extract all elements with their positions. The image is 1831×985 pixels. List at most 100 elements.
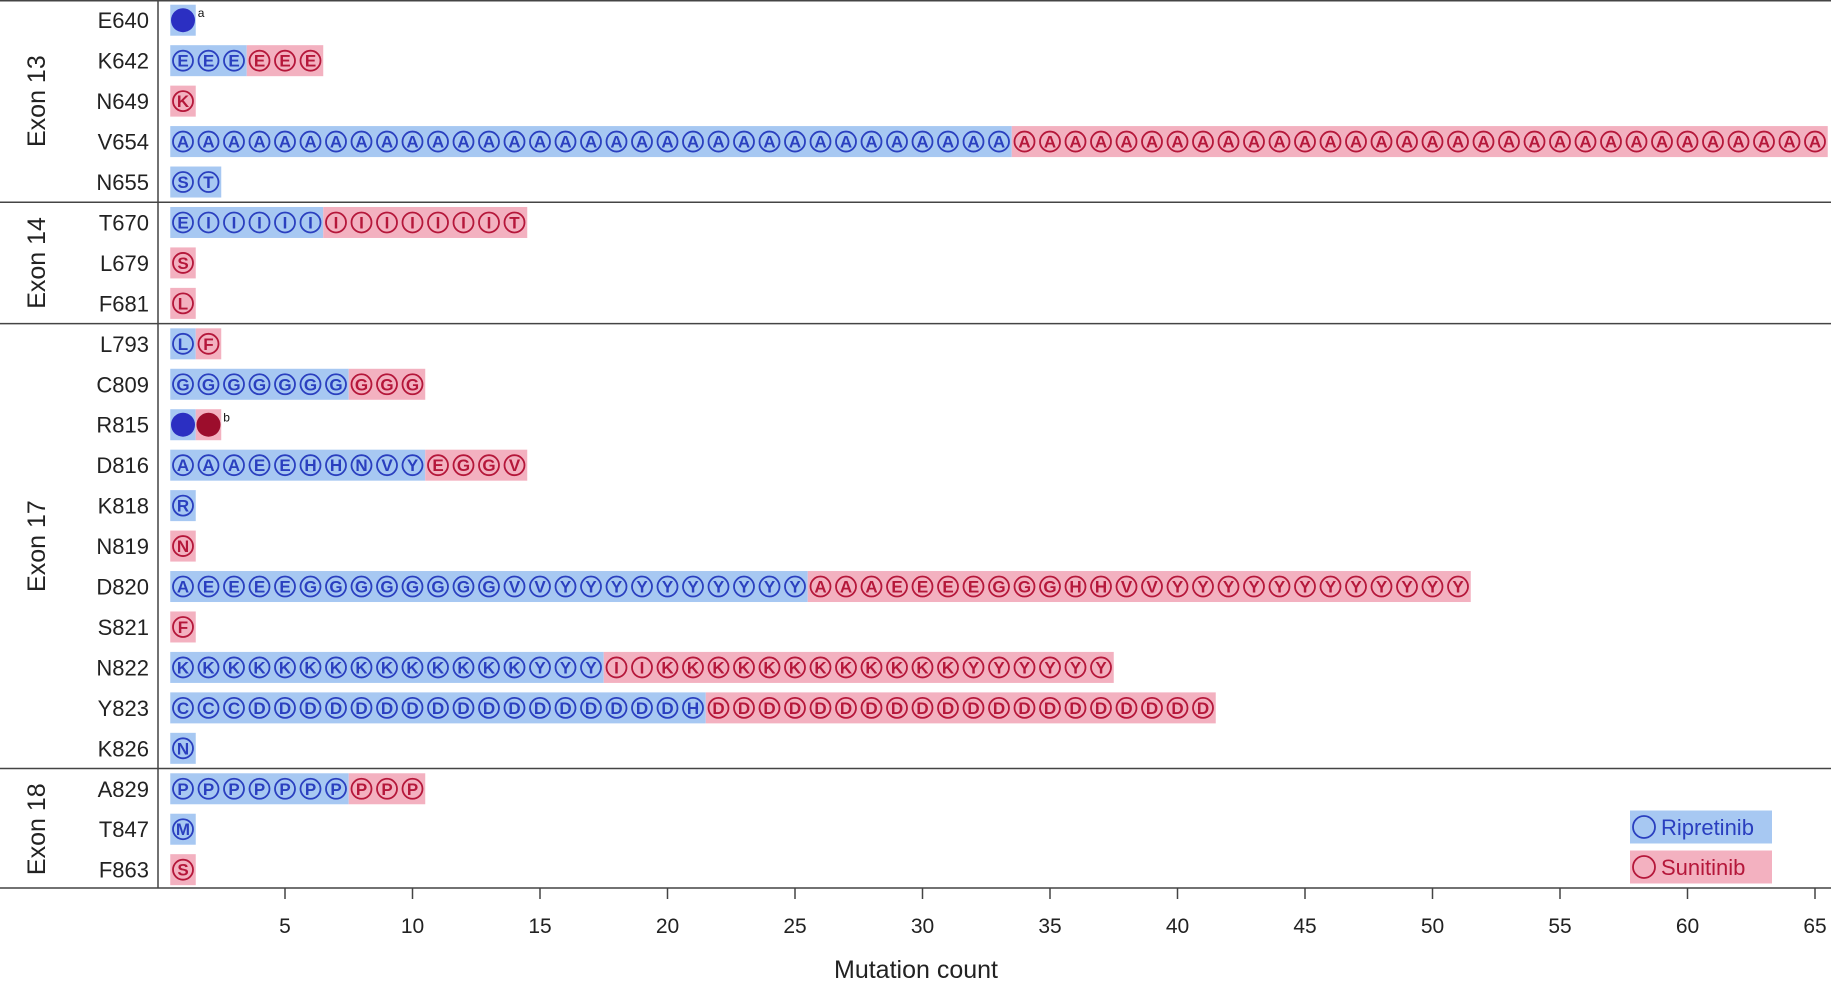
- residue-label: N649: [96, 89, 149, 114]
- sunitinib-marker-letter: I: [359, 213, 364, 232]
- x-tick-label: 55: [1548, 915, 1571, 938]
- ripretinib-marker: [554, 656, 577, 679]
- sunitinib-marker: [376, 777, 398, 800]
- ripretinib-marker: [401, 696, 424, 719]
- ripretinib-marker-letter: E: [177, 52, 188, 71]
- ripretinib-marker-letter: A: [865, 133, 877, 152]
- ripretinib-marker-letter: H: [687, 699, 699, 718]
- ripretinib-marker-letter: A: [610, 133, 622, 152]
- sunitinib-marker: [758, 696, 781, 719]
- sunitinib-marker-letter: Y: [993, 658, 1005, 677]
- ripretinib-marker: [656, 130, 679, 153]
- sunitinib-marker: [1523, 130, 1546, 153]
- ripretinib-marker: [274, 454, 296, 477]
- residue-label: V654: [98, 130, 149, 155]
- ripretinib-marker: [886, 130, 908, 153]
- ripretinib-marker-letter: N: [177, 739, 189, 758]
- sunitinib-marker: [809, 656, 832, 679]
- ripretinib-marker-letter: G: [380, 578, 393, 597]
- ripretinib-marker: [325, 656, 347, 679]
- sunitinib-marker: [1039, 130, 1061, 153]
- ripretinib-marker: [401, 575, 424, 598]
- sunitinib-marker-letter: E: [942, 578, 953, 597]
- sunitinib-marker-letter: A: [1783, 133, 1795, 152]
- residue-label: Y823: [98, 696, 149, 721]
- ripretinib-marker: [452, 130, 475, 153]
- ripretinib-marker-letter: E: [177, 213, 188, 232]
- ripretinib-marker: [299, 454, 322, 477]
- sunitinib-marker: [1294, 575, 1316, 598]
- ripretinib-marker: [248, 696, 271, 719]
- ripretinib-marker: [197, 373, 220, 396]
- sunitinib-marker-letter: A: [865, 578, 877, 597]
- sunitinib-marker: [1039, 696, 1061, 719]
- sunitinib-marker: [1727, 130, 1750, 153]
- sunitinib-marker-letter: K: [916, 658, 929, 677]
- x-tick-label: 45: [1293, 915, 1316, 938]
- sunitinib-marker: [1600, 130, 1622, 153]
- sunitinib-marker-letter: G: [992, 578, 1005, 597]
- sunitinib-marker: [172, 616, 194, 638]
- sunitinib-marker: [427, 454, 449, 477]
- ripretinib-marker: [631, 696, 653, 719]
- sunitinib-marker: [376, 373, 398, 396]
- ripretinib-marker-letter: Y: [662, 578, 674, 597]
- sunitinib-marker: [707, 656, 730, 679]
- ripretinib-marker-letter: A: [330, 133, 342, 152]
- sunitinib-marker-letter: S: [177, 861, 188, 880]
- sunitinib-marker-letter: D: [916, 699, 928, 718]
- ripretinib-marker: [962, 130, 985, 153]
- sunitinib-marker: [835, 696, 857, 719]
- ripretinib-marker: [172, 373, 194, 396]
- sunitinib-marker: [299, 49, 322, 72]
- ripretinib-marker-letter: K: [304, 658, 317, 677]
- sunitinib-marker-letter: Y: [1325, 578, 1337, 597]
- sunitinib-marker-letter: Y: [1070, 658, 1082, 677]
- ripretinib-marker: [274, 575, 296, 598]
- ripretinib-marker-letter: Y: [738, 578, 750, 597]
- sunitinib-marker-letter: A: [1018, 133, 1030, 152]
- sunitinib-marker-letter: A: [1758, 133, 1770, 152]
- sunitinib-marker-letter: T: [509, 213, 520, 232]
- ripretinib-marker-letter: K: [177, 658, 190, 677]
- ripretinib-marker: [605, 575, 628, 598]
- ripretinib-marker-letter: K: [457, 658, 470, 677]
- ripretinib-marker: [656, 696, 679, 719]
- sunitinib-marker-letter: F: [178, 618, 188, 637]
- sunitinib-marker: [1753, 130, 1775, 153]
- ripretinib-marker-letter: D: [253, 699, 265, 718]
- sunitinib-marker-letter: A: [1630, 133, 1642, 152]
- ripretinib-marker: [299, 777, 322, 800]
- ripretinib-marker: [988, 130, 1010, 153]
- ripretinib-marker: [274, 211, 296, 234]
- ripretinib-marker: [223, 211, 245, 234]
- sunitinib-marker-letter: G: [406, 375, 419, 394]
- ripretinib-marker: [172, 777, 194, 800]
- sunitinib-marker-letter: A: [1426, 133, 1438, 152]
- ripretinib-marker: [503, 130, 526, 153]
- exon-label: Exon 17: [23, 500, 51, 592]
- sunitinib-marker-letter: Y: [1452, 578, 1464, 597]
- ripretinib-marker: [376, 575, 398, 598]
- ripretinib-marker-letter: E: [279, 456, 290, 475]
- ripretinib-marker-letter: D: [432, 699, 444, 718]
- sunitinib-marker: [937, 575, 959, 598]
- sunitinib-marker-letter: A: [1707, 133, 1719, 152]
- sunitinib-marker: [733, 656, 755, 679]
- ripretinib-marker: [325, 130, 347, 153]
- sunitinib-marker: [1421, 575, 1444, 598]
- ripretinib-marker-letter: A: [202, 133, 214, 152]
- sunitinib-marker: [248, 49, 271, 72]
- ripretinib-marker-letter: Y: [687, 578, 699, 597]
- ripretinib-marker: [529, 575, 551, 598]
- ripretinib-marker: [223, 454, 245, 477]
- sunitinib-marker-letter: Y: [1401, 578, 1413, 597]
- sunitinib-marker: [1166, 130, 1189, 153]
- residue-label: N822: [96, 655, 149, 680]
- x-tick-label: 35: [1038, 915, 1061, 938]
- ripretinib-marker: [401, 656, 424, 679]
- sunitinib-marker: [1013, 656, 1036, 679]
- sunitinib-marker: [886, 575, 908, 598]
- ripretinib-marker-letter: A: [534, 133, 546, 152]
- ripretinib-marker-letter: D: [483, 699, 495, 718]
